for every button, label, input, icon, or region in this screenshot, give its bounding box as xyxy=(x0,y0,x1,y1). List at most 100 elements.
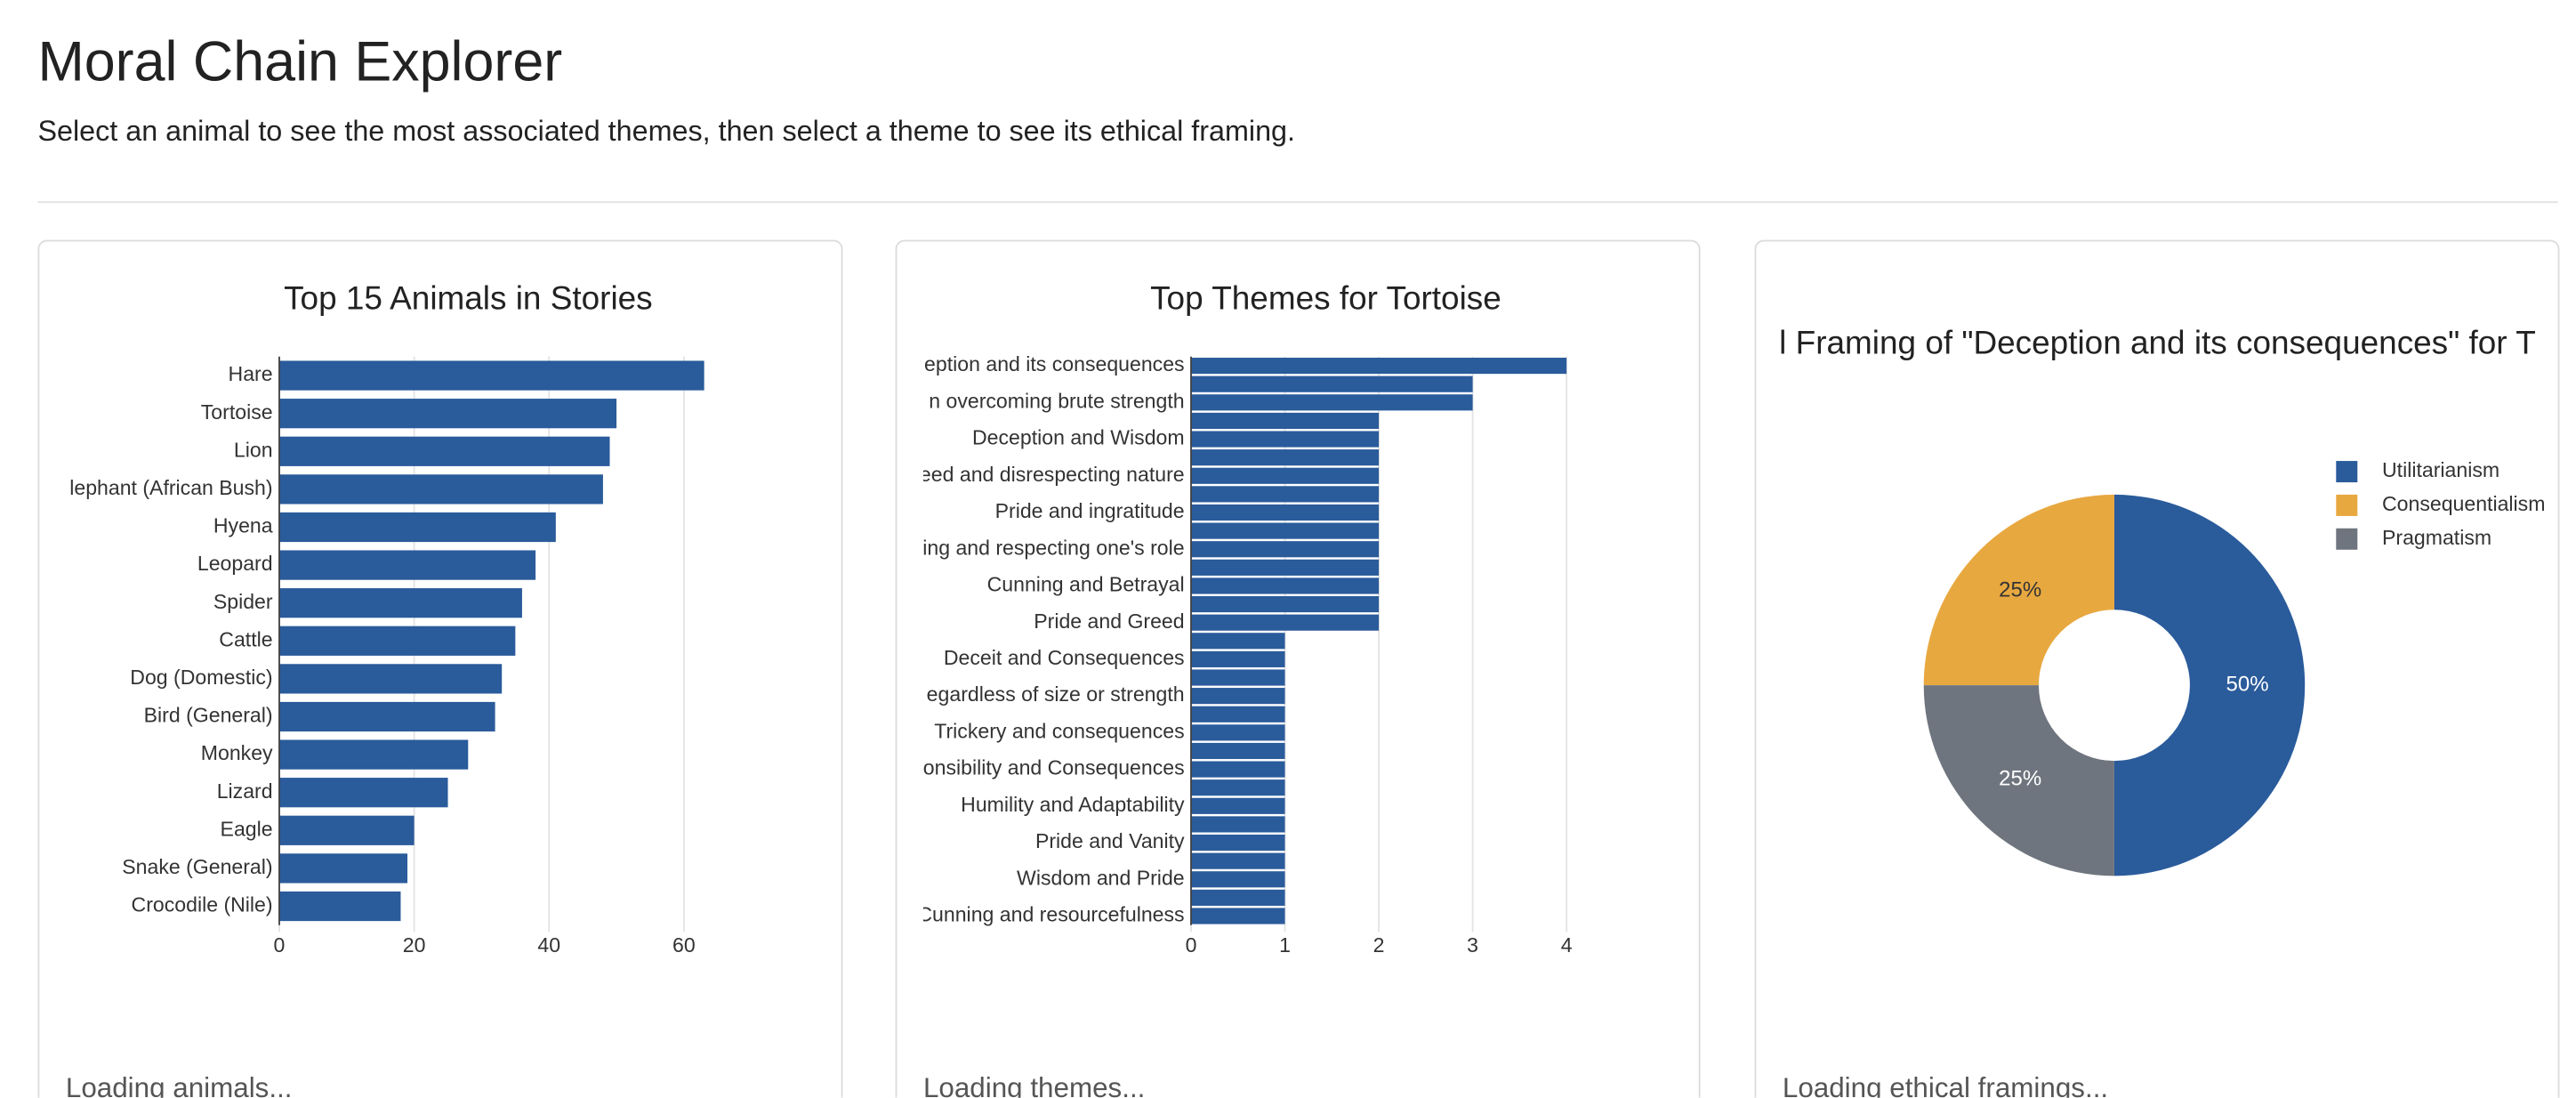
y-tick-label: lephant (African Bush) xyxy=(69,476,272,499)
chart-title: Top 15 Animals in Stories xyxy=(284,280,653,317)
legend-label: Pragmatism xyxy=(2382,526,2491,549)
y-tick-label: Pride and Greed xyxy=(1034,610,1184,633)
bar xyxy=(278,853,408,884)
y-tick-label: Leopard xyxy=(197,552,273,575)
bar xyxy=(1191,669,1285,686)
legend-swatch xyxy=(2336,494,2358,516)
card xyxy=(1754,239,2560,1098)
bar xyxy=(278,891,401,922)
card xyxy=(37,239,843,1098)
bar xyxy=(1191,559,1380,576)
bar xyxy=(278,664,503,694)
bar xyxy=(1191,449,1380,466)
bar xyxy=(278,399,617,429)
x-tick-label: 60 xyxy=(672,933,696,957)
y-tick-label: ing and respecting one's role xyxy=(922,536,1184,559)
chart: l Framing of "Deception and its conseque… xyxy=(1779,325,2545,876)
chart: Top Themes for Tortoise 0 1 2 3 4 eption and i… xyxy=(917,280,1573,957)
pie-slice xyxy=(2113,494,2306,876)
bar xyxy=(1191,633,1285,650)
y-tick-label: Lizard xyxy=(217,779,273,803)
bar xyxy=(278,701,495,732)
y-tick-label: Snake (General) xyxy=(122,855,272,878)
bar xyxy=(278,626,516,656)
legend-swatch xyxy=(2336,528,2358,550)
y-tick-label: Humility and Adaptability xyxy=(961,793,1185,816)
bar xyxy=(1191,742,1285,760)
bar xyxy=(278,550,536,580)
page-subtitle: Select an animal to see the most associa… xyxy=(37,115,1295,147)
bar xyxy=(1191,889,1285,906)
x-tick-label: 0 xyxy=(274,933,286,957)
legend-label: Utilitarianism xyxy=(2382,458,2500,481)
bar xyxy=(1191,852,1285,869)
bar xyxy=(278,474,603,505)
bar xyxy=(278,588,522,618)
y-tick-label: egardless of size or strength xyxy=(927,682,1185,706)
bar xyxy=(1191,761,1285,778)
bar xyxy=(1191,541,1380,558)
chart-title: l Framing of "Deception and its conseque… xyxy=(1779,325,2536,361)
pie-slice xyxy=(1923,685,2114,876)
bar xyxy=(278,778,448,808)
bar xyxy=(1191,467,1380,484)
bar xyxy=(278,512,556,543)
bar xyxy=(1191,688,1285,705)
y-tick-label: Cattle xyxy=(219,627,272,650)
status-text: Loading themes... xyxy=(923,1072,1145,1098)
status-text: Loading animals... xyxy=(66,1072,293,1098)
y-tick-label: Monkey xyxy=(201,741,273,764)
bar xyxy=(1191,577,1380,594)
slice-label: 25% xyxy=(1999,766,2041,790)
y-tick-label: Tortoise xyxy=(201,400,273,424)
y-tick-label: Bird (General) xyxy=(144,704,273,727)
x-tick-label: 40 xyxy=(537,933,560,957)
status-text: Loading ethical framings... xyxy=(1783,1072,2108,1098)
y-tick-label: Pride and ingratitude xyxy=(995,499,1185,522)
bar xyxy=(278,815,415,845)
bar xyxy=(1191,375,1473,392)
x-tick-label: 0 xyxy=(1186,933,1197,957)
slice-label: 25% xyxy=(1999,578,2041,602)
y-tick-label: Deceit and Consequences xyxy=(944,646,1185,669)
page-title: Moral Chain Explorer xyxy=(37,30,562,93)
y-tick-label: Pride and Vanity xyxy=(1035,829,1185,852)
chart: Top 15 Animals in Stories 0 20 40 60 Hare Tort… xyxy=(69,280,704,957)
y-tick-label: Eagle xyxy=(221,817,273,840)
bar xyxy=(1191,358,1567,375)
bar xyxy=(1191,779,1285,796)
y-tick-label: onsibility and Consequences xyxy=(923,756,1185,779)
bar xyxy=(278,436,610,466)
y-tick-label: Dog (Domestic) xyxy=(130,666,272,689)
bar xyxy=(1191,394,1473,411)
legend-label: Consequentialism xyxy=(2382,492,2545,515)
card xyxy=(895,239,1701,1098)
bar xyxy=(1191,522,1380,539)
bar xyxy=(1191,614,1380,631)
x-tick-label: 20 xyxy=(403,933,426,957)
y-tick-label: Lion xyxy=(234,438,273,461)
y-tick-label: Crocodile (Nile) xyxy=(132,893,273,916)
y-tick-label: Hare xyxy=(229,362,273,385)
y-tick-label: Trickery and consequences xyxy=(934,719,1184,742)
x-tick-label: 3 xyxy=(1467,933,1478,957)
y-tick-label: Deception and Wisdom xyxy=(972,426,1185,449)
legend-swatch xyxy=(2336,461,2358,483)
y-tick-label: Spider xyxy=(213,590,273,613)
bar xyxy=(1191,650,1285,667)
chart-title: Top Themes for Tortoise xyxy=(1150,280,1501,317)
bar xyxy=(1191,816,1285,833)
bar xyxy=(1191,797,1285,814)
bar xyxy=(278,739,469,770)
bar xyxy=(1191,486,1380,503)
bar xyxy=(1191,504,1380,521)
y-tick-label: eption and its consequences xyxy=(924,352,1185,375)
y-tick-label: Hyena xyxy=(213,514,273,537)
y-tick-label: Cunning and Betrayal xyxy=(987,573,1185,596)
x-tick-label: 2 xyxy=(1373,933,1385,957)
y-tick-label: Cunning and resourcefulness xyxy=(917,903,1184,926)
x-tick-label: 1 xyxy=(1279,933,1291,957)
bar xyxy=(1191,412,1380,429)
